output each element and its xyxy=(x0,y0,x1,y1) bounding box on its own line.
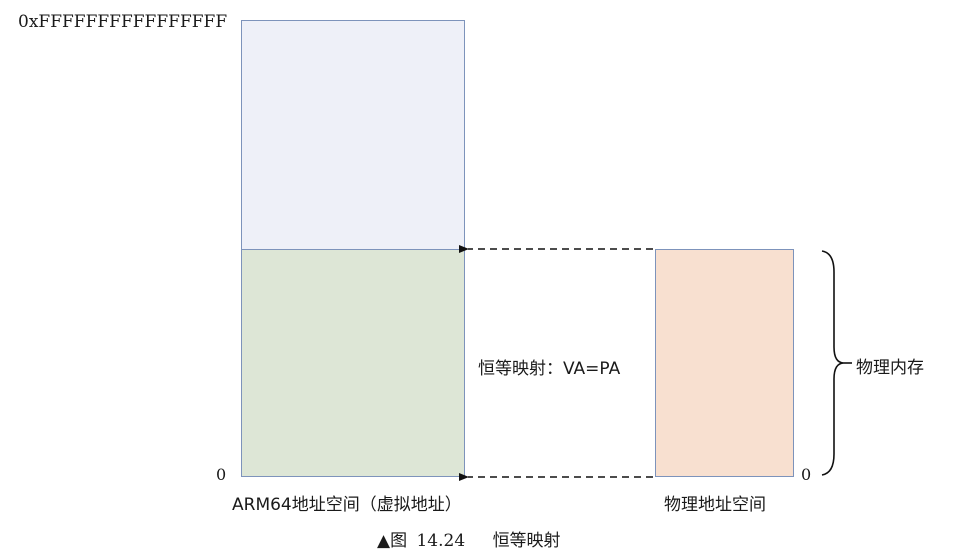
figure-number: 14.24 xyxy=(416,531,465,551)
mapping-label: 恒等映射：VA=PA xyxy=(478,354,620,379)
physical-memory-brace xyxy=(822,251,844,475)
physical-zero-label: 0 xyxy=(801,465,811,484)
physical-memory-region xyxy=(655,249,794,477)
figure-caption: ▲图 14.24 恒等映射 xyxy=(377,526,561,551)
virtual-address-space-mapped-region xyxy=(241,249,465,477)
top-address-label: 0xFFFFFFFFFFFFFFFF xyxy=(18,12,227,32)
virtual-space-caption: ARM64地址空间（虚拟地址） xyxy=(232,490,462,515)
figure-title: 恒等映射 xyxy=(493,526,561,551)
figure-marker: ▲图 xyxy=(377,526,407,551)
physical-memory-label: 物理内存 xyxy=(856,353,924,378)
virtual-address-space-upper-region xyxy=(241,20,465,250)
virtual-zero-label: 0 xyxy=(216,465,226,484)
physical-space-caption: 物理地址空间 xyxy=(664,490,766,515)
